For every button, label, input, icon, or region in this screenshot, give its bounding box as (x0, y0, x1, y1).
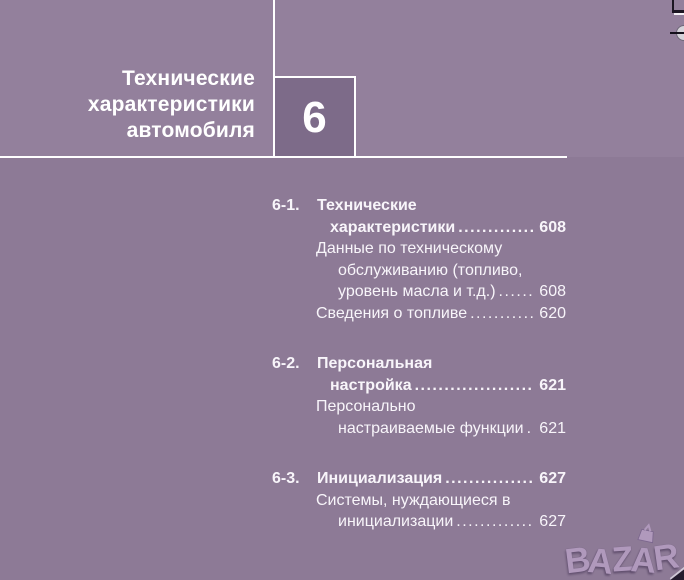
toc-item: уровень масла и т.д.) ..................… (272, 281, 566, 303)
bazar-logo-text: BAZAR (563, 536, 683, 580)
page-number: 620 (539, 304, 566, 322)
toc-entry-text: Сведения о топливе (316, 304, 468, 322)
dot-leader: .................................. (445, 470, 535, 487)
table-of-contents: 6-1. Технические характеристики ........… (272, 195, 566, 533)
section-spacer (272, 439, 566, 468)
bazar-watermark: BAZAR (563, 523, 683, 580)
toc-entry-text: Данные по техническому (316, 240, 503, 257)
toc-entry-text: уровень масла и т.д.) (338, 283, 496, 300)
page-number: 627 (539, 470, 566, 487)
toc-item: Сведения о топливе .....................… (272, 303, 566, 325)
toc-item: инициализации ..........................… (272, 511, 566, 533)
toc-section-heading: 6-1. Технические (272, 195, 566, 217)
chapter-number: 6 (302, 93, 327, 142)
crop-mark-corner-icon (672, 0, 674, 12)
logo-letter: Z (610, 539, 633, 580)
toc-entry-text: характеристики (330, 218, 456, 236)
chapter-number-box: 6 (275, 76, 356, 156)
page-number: 621 (539, 419, 566, 437)
registration-mark-line (670, 32, 684, 34)
toc-entry-text: инициализации (338, 513, 454, 530)
toc-section-number: 6-3. (272, 470, 300, 487)
dot-leader: .................................. (414, 376, 535, 394)
chapter-title-line: Технические (121, 67, 255, 90)
toc-entry-text: Инициализация (317, 470, 443, 487)
toc-section-heading: характеристики .........................… (272, 217, 566, 239)
page-number: 627 (539, 513, 566, 530)
toc-section-heading: 6-3. Инициализация .....................… (272, 468, 566, 490)
page-number: 621 (539, 376, 566, 394)
horizontal-divider (0, 156, 567, 158)
logo-letter: A (586, 541, 614, 580)
toc-section-number: 6-2. (272, 355, 300, 372)
toc-item: Данные по техническому (272, 238, 566, 260)
toc-item: Системы, нуждающиеся в (272, 490, 566, 512)
chapter-title-line: характеристики (87, 93, 255, 116)
toc-entry-text: Технические (317, 197, 417, 214)
page-number: 608 (539, 218, 566, 236)
toc-section-number: 6-1. (272, 197, 300, 214)
crop-mark-highlight (674, 13, 684, 15)
page-number: 608 (539, 283, 566, 300)
crop-mark-corner-icon (672, 10, 684, 13)
dot-leader: .................................. (526, 419, 535, 437)
dot-leader: .................................. (498, 283, 535, 300)
toc-item: настраиваемые функции ..................… (272, 418, 566, 440)
vertical-divider (273, 0, 275, 157)
chapter-title: Технические характеристики автомобиля (25, 66, 255, 144)
toc-item: обслуживанию (топливо, (272, 260, 566, 282)
toc-entry-text: Персонально (316, 398, 416, 415)
dot-leader: .................................. (458, 218, 534, 236)
toc-entry-text: Системы, нуждающиеся в (316, 491, 511, 509)
toc-entry-text: настройка (330, 376, 412, 394)
shopping-bag-icon (637, 523, 654, 544)
toc-entry-text: настраиваемые функции (338, 419, 524, 437)
logo-letter: R (651, 536, 680, 579)
dot-leader: .................................. (470, 304, 534, 322)
toc-entry-text: Персональная (317, 355, 433, 372)
toc-entry-text: обслуживанию (топливо, (338, 261, 523, 279)
dot-leader: .................................. (456, 513, 534, 530)
chapter-title-line: автомобиля (126, 119, 255, 142)
section-spacer (272, 324, 566, 353)
toc-section-heading: настройка ..............................… (272, 375, 566, 397)
toc-section-heading: 6-2. Персональная (272, 353, 566, 375)
toc-item: Персонально (272, 396, 566, 418)
